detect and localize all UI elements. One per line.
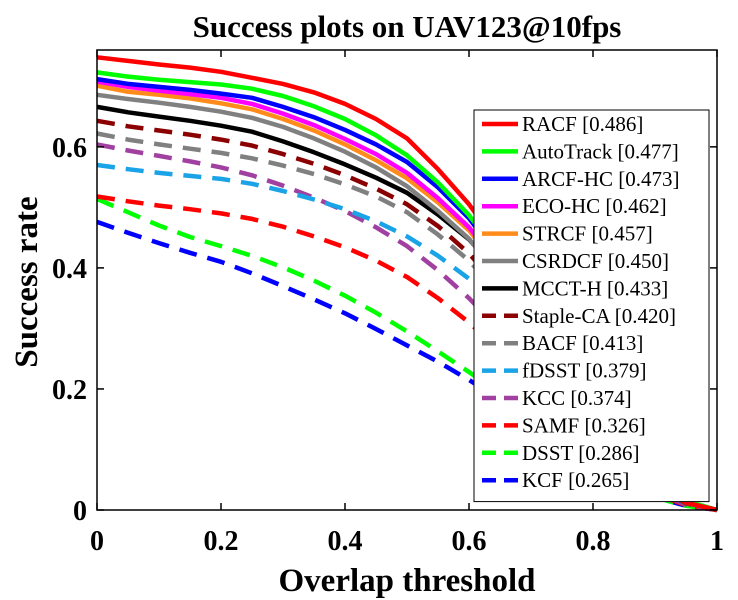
x-tick-label-0: 0 bbox=[90, 526, 104, 557]
chart-title: Success plots on UAV123@10fps bbox=[193, 9, 622, 44]
x-tick-label-3: 0.6 bbox=[452, 526, 487, 557]
x-axis-label: Overlap threshold bbox=[279, 563, 536, 599]
series-line-10 bbox=[96, 142, 718, 513]
legend-label-9: fDSST [0.379] bbox=[522, 359, 646, 383]
legend-label-12: DSST [0.286] bbox=[522, 441, 639, 465]
series-line-13 bbox=[96, 219, 718, 513]
legend-box bbox=[473, 109, 710, 503]
x-tick-label-1: 0.2 bbox=[204, 526, 239, 557]
y-tick-label-0: 0 bbox=[73, 496, 87, 527]
x-tick-label-5: 1 bbox=[710, 526, 724, 557]
y-tick-label-3: 0.6 bbox=[52, 133, 87, 164]
legend-label-7: Staple-CA [0.420] bbox=[522, 304, 676, 328]
series-line-11 bbox=[96, 194, 718, 513]
plot-area-frame bbox=[96, 49, 718, 511]
legend-label-8: BACF [0.413] bbox=[522, 331, 643, 355]
legend-label-3: ECO-HC [0.462] bbox=[522, 194, 667, 218]
legend-label-13: KCF [0.265] bbox=[522, 468, 629, 492]
legend-label-10: KCC [0.374] bbox=[522, 386, 632, 410]
axis-ticks: 0 0.2 0.4 0.6 0.8 1 0 0.2 0.4 0.6 bbox=[52, 50, 724, 557]
y-tick-label-1: 0.2 bbox=[52, 375, 87, 406]
y-axis-label: Success rate bbox=[9, 196, 45, 367]
legend-label-1: AutoTrack [0.477] bbox=[522, 139, 679, 163]
legend-label-0: RACF [0.486] bbox=[522, 112, 643, 136]
y-tick-label-2: 0.4 bbox=[52, 254, 87, 285]
legend-label-6: MCCT-H [0.433] bbox=[522, 276, 668, 300]
legend-label-4: STRCF [0.457] bbox=[522, 222, 653, 246]
legend-label-2: ARCF-HC [0.473] bbox=[522, 167, 680, 191]
legend-label-11: SAMF [0.326] bbox=[522, 413, 646, 437]
x-tick-label-4: 0.8 bbox=[576, 526, 611, 557]
legend-label-5: CSRDCF [0.450] bbox=[522, 249, 669, 273]
x-tick-label-2: 0.4 bbox=[328, 526, 363, 557]
legend: RACF [0.486] AutoTrack [0.477] ARCF-HC [0.… bbox=[473, 109, 710, 503]
